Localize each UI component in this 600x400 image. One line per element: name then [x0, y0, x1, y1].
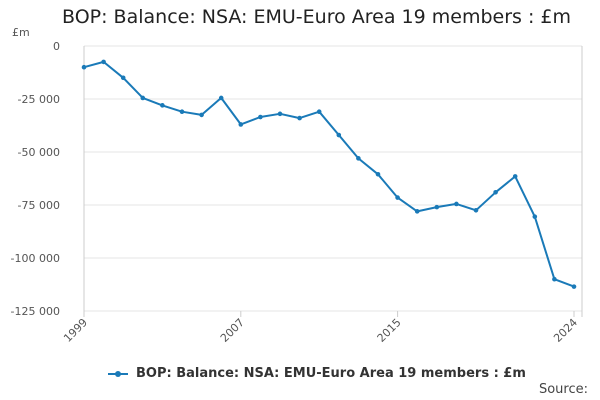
- data-point[interactable]: [101, 59, 106, 65]
- y-axis-unit-label: £m: [12, 26, 30, 39]
- data-point[interactable]: [199, 112, 204, 118]
- y-tick-label: -125 000: [11, 305, 60, 318]
- grid-lines: [84, 45, 582, 312]
- x-tick-label: 2015: [375, 316, 404, 345]
- legend-label: BOP: Balance: NSA: EMU-Euro Area 19 memb…: [136, 366, 526, 381]
- series-line: [83, 60, 575, 288]
- series-group: [81, 59, 577, 289]
- data-point[interactable]: [532, 214, 538, 219]
- data-point[interactable]: [277, 111, 283, 117]
- data-point[interactable]: [552, 276, 557, 282]
- legend-marker-icon: [108, 368, 128, 380]
- y-tick-label: -75 000: [18, 199, 60, 212]
- x-tick-label: 2024: [551, 316, 580, 345]
- data-point[interactable]: [493, 189, 498, 195]
- data-point[interactable]: [160, 103, 165, 108]
- x-tick-label: 2007: [218, 316, 247, 345]
- data-point[interactable]: [336, 132, 342, 138]
- data-point[interactable]: [238, 122, 244, 127]
- x-tick-label: 1999: [61, 316, 90, 345]
- chart-title: BOP: Balance: NSA: EMU-Euro Area 19 memb…: [62, 6, 571, 28]
- axes: [83, 46, 583, 317]
- data-point[interactable]: [120, 75, 126, 81]
- data-point[interactable]: [512, 174, 518, 179]
- data-point[interactable]: [179, 109, 185, 115]
- data-point[interactable]: [218, 95, 224, 101]
- data-point[interactable]: [375, 171, 381, 177]
- x-tick-labels: 1999 2007 2015 2024: [61, 316, 580, 345]
- source-label: Source:: [538, 382, 588, 397]
- data-point[interactable]: [297, 115, 302, 121]
- y-tick-label: -25 000: [18, 93, 60, 106]
- y-tick-labels: 0 -25 000 -50 000 -75 000 -100 000 -125 000: [11, 40, 60, 318]
- data-point[interactable]: [81, 64, 87, 70]
- data-point[interactable]: [454, 201, 459, 207]
- data-point[interactable]: [571, 284, 577, 289]
- data-point[interactable]: [434, 204, 440, 210]
- data-point[interactable]: [395, 195, 400, 200]
- data-point[interactable]: [258, 114, 263, 120]
- y-tick-label: -50 000: [18, 146, 60, 159]
- y-tick-label: -100 000: [11, 252, 60, 265]
- data-point[interactable]: [414, 209, 420, 214]
- data-point[interactable]: [316, 109, 322, 115]
- legend[interactable]: BOP: Balance: NSA: EMU-Euro Area 19 memb…: [108, 366, 526, 381]
- y-tick-label: 0: [53, 40, 60, 53]
- data-point[interactable]: [473, 208, 479, 213]
- data-point[interactable]: [356, 156, 361, 161]
- data-point[interactable]: [140, 95, 146, 101]
